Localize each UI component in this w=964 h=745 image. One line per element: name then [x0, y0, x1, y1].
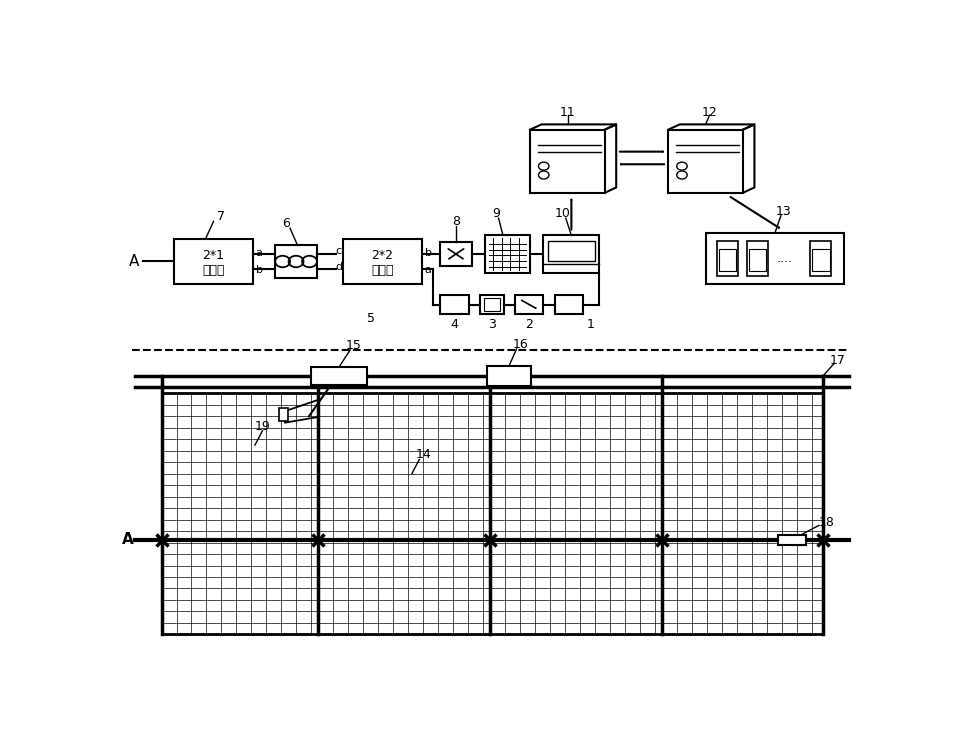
Text: 1: 1 — [586, 317, 595, 331]
FancyBboxPatch shape — [162, 393, 318, 635]
FancyBboxPatch shape — [811, 241, 831, 276]
FancyBboxPatch shape — [719, 250, 736, 270]
Text: 7: 7 — [217, 210, 225, 224]
FancyBboxPatch shape — [515, 295, 544, 314]
Text: A: A — [122, 532, 134, 548]
Text: 16: 16 — [512, 338, 528, 351]
FancyBboxPatch shape — [812, 250, 830, 270]
FancyBboxPatch shape — [749, 250, 766, 270]
Text: 2: 2 — [525, 317, 533, 331]
Text: 3: 3 — [488, 317, 495, 331]
Text: 18: 18 — [818, 516, 835, 529]
Text: 6: 6 — [282, 217, 290, 230]
Text: 14: 14 — [415, 448, 431, 461]
Text: 12: 12 — [702, 106, 717, 119]
Text: ....: .... — [776, 252, 792, 265]
FancyBboxPatch shape — [441, 295, 469, 314]
Text: 15: 15 — [346, 339, 362, 352]
FancyBboxPatch shape — [548, 241, 595, 261]
Text: 19: 19 — [254, 419, 270, 433]
Text: A: A — [129, 254, 139, 269]
FancyBboxPatch shape — [343, 238, 421, 285]
FancyBboxPatch shape — [174, 238, 253, 285]
Text: 11: 11 — [560, 106, 576, 119]
FancyBboxPatch shape — [484, 298, 500, 311]
Text: 9: 9 — [493, 207, 500, 220]
FancyBboxPatch shape — [668, 130, 743, 193]
FancyBboxPatch shape — [491, 393, 662, 635]
FancyBboxPatch shape — [530, 130, 605, 193]
Text: 5: 5 — [366, 312, 375, 326]
FancyBboxPatch shape — [662, 393, 823, 635]
FancyBboxPatch shape — [706, 232, 844, 285]
Text: b: b — [255, 265, 263, 275]
Text: 耦合器: 耦合器 — [202, 264, 225, 276]
FancyBboxPatch shape — [485, 235, 530, 273]
Text: 13: 13 — [776, 205, 791, 218]
Text: 耦合器: 耦合器 — [371, 264, 393, 276]
Text: 8: 8 — [452, 215, 460, 228]
Text: a: a — [255, 248, 262, 258]
Text: 2*2: 2*2 — [371, 250, 393, 262]
FancyBboxPatch shape — [441, 242, 471, 266]
FancyBboxPatch shape — [778, 535, 806, 545]
FancyBboxPatch shape — [554, 295, 583, 314]
FancyBboxPatch shape — [747, 241, 768, 276]
FancyBboxPatch shape — [311, 367, 367, 385]
FancyBboxPatch shape — [544, 235, 600, 273]
Text: 10: 10 — [555, 207, 571, 220]
FancyBboxPatch shape — [275, 245, 317, 278]
Text: d: d — [335, 262, 343, 272]
FancyBboxPatch shape — [480, 295, 504, 314]
Text: 2*1: 2*1 — [202, 250, 225, 262]
FancyBboxPatch shape — [318, 393, 491, 635]
Text: 17: 17 — [830, 354, 845, 367]
Text: 4: 4 — [450, 317, 459, 331]
Bar — [279, 408, 288, 421]
FancyBboxPatch shape — [487, 367, 531, 386]
Text: a: a — [424, 265, 432, 275]
FancyBboxPatch shape — [717, 241, 738, 276]
Text: b: b — [424, 248, 432, 258]
Text: c: c — [335, 246, 342, 256]
